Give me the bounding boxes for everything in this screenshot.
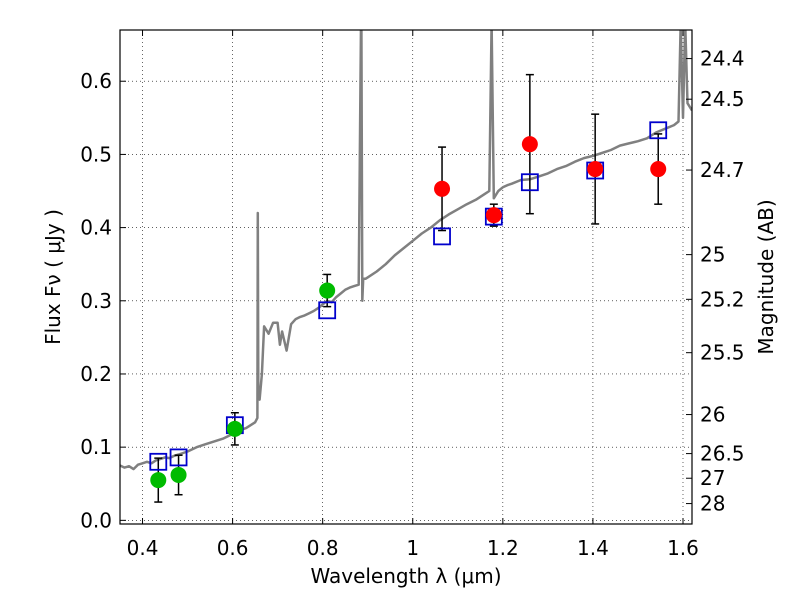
y-tick-label: 0.3 [80,289,112,313]
x-tick-label: 1.2 [487,536,519,560]
right-tick-label: 26.5 [700,442,745,466]
observed-point [587,161,604,178]
right-tick-label: 25.2 [700,287,745,311]
model-photometry-square [649,121,668,140]
x-tick-label: 0.8 [307,536,339,560]
model-photometry-square [169,448,188,467]
observed-point [170,466,187,483]
x-tick-label: 1.4 [577,536,609,560]
right-tick-label: 26 [700,403,725,427]
y-tick-label: 0.6 [80,69,112,93]
observed-point [521,136,538,153]
right-tick-label: 28 [700,492,725,516]
x-tick-label: 0.4 [127,536,159,560]
x-axis-title: Wavelength λ (μm) [310,564,501,588]
right-tick-label: 25 [700,243,725,267]
spectrum-line [120,30,692,471]
model-photometry-square [433,227,451,246]
observed-point [485,207,502,224]
model-photometry-series [149,121,668,471]
observed-point [226,420,243,437]
right-tick-label: 24.4 [700,47,745,71]
y-tick-label: 0.5 [80,142,112,166]
observed-point [150,472,167,489]
model-photometry-square [520,173,539,192]
error-bars [154,73,663,503]
y-axis-title: Flux Fν ( μJy ) [41,209,65,345]
spectrum-series [120,30,692,471]
right-tick-label: 24.7 [700,158,745,182]
y-tick-label: 0.1 [80,435,112,459]
observed-points-series [150,136,667,489]
right-tick-label: 25.5 [700,341,745,365]
observed-point [319,282,336,299]
model-photometry-square [149,452,168,471]
observed-point [650,161,667,178]
right-axis-title: Magnitude (AB) [754,199,778,354]
model-photometry-square [318,301,337,320]
x-tick-label: 0.6 [217,536,249,560]
x-axis-ticks: 0.4 0.6 0.8 1 1.2 1.4 1.6 [127,30,699,560]
observed-point [434,180,451,197]
y-tick-label: 0.4 [80,216,112,240]
right-tick-label: 24.5 [700,87,745,111]
grid [120,30,692,524]
y-axis-ticks: 0.0 0.1 0.2 0.3 0.4 0.5 0.6 [80,69,126,532]
x-tick-label: 1.6 [667,536,699,560]
plot-frame [119,29,693,525]
y-tick-label: 0.0 [80,508,112,532]
x-tick-label: 1 [406,536,419,560]
right-tick-label: 27 [700,466,725,490]
y-tick-label: 0.2 [80,362,112,386]
